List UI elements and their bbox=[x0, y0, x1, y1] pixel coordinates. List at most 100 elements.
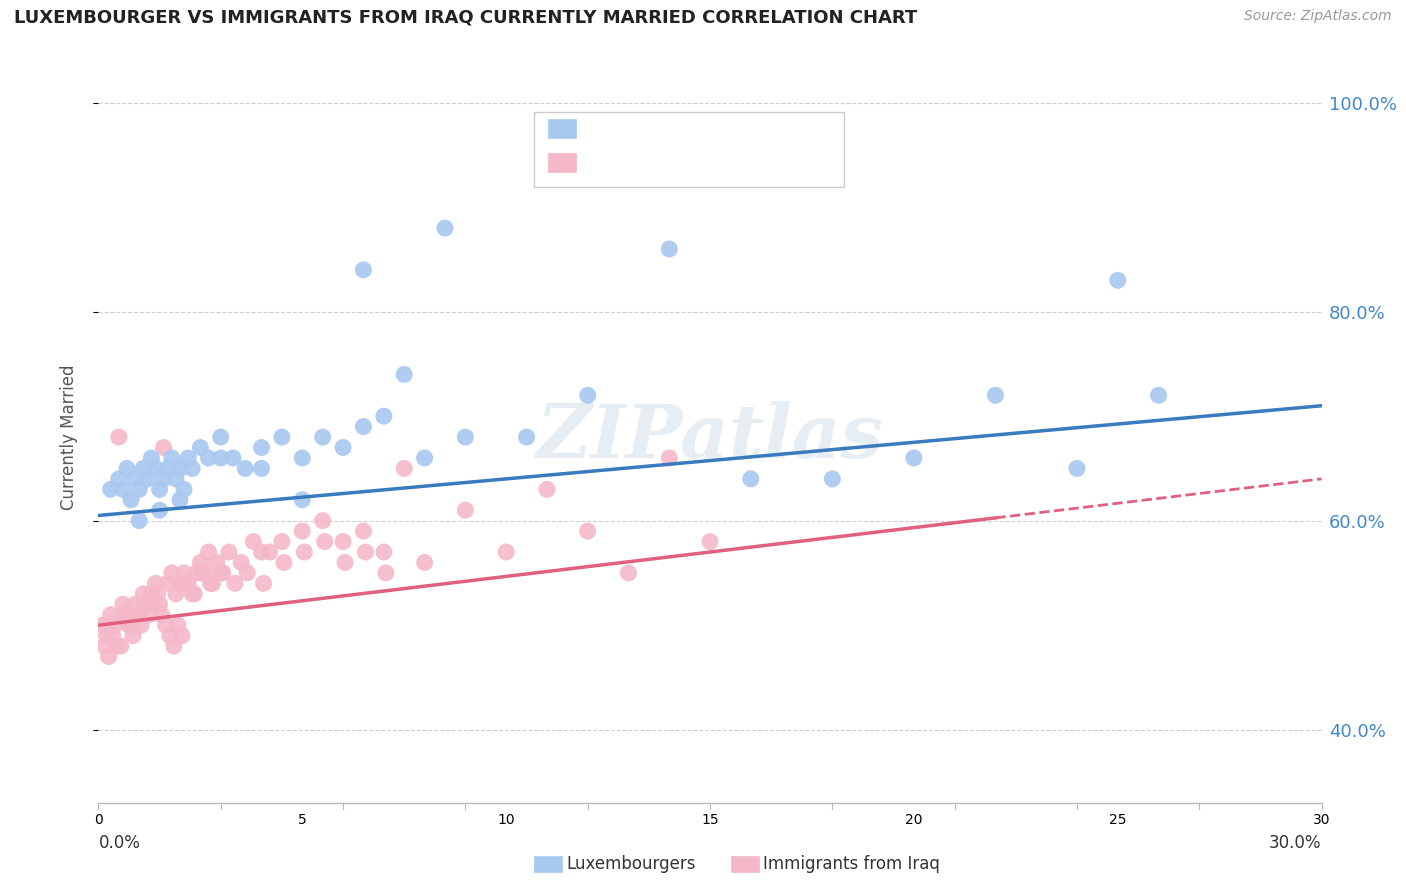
Point bbox=[167, 618, 190, 632]
Point bbox=[433, 221, 456, 235]
Point bbox=[222, 450, 245, 465]
Point bbox=[152, 441, 174, 455]
Point bbox=[392, 368, 416, 382]
Point bbox=[101, 629, 124, 643]
Point bbox=[115, 607, 138, 622]
Point bbox=[174, 576, 197, 591]
Point bbox=[160, 450, 183, 465]
Point bbox=[145, 576, 167, 591]
Point bbox=[270, 534, 294, 549]
Point bbox=[413, 556, 436, 570]
Point bbox=[699, 534, 721, 549]
Point bbox=[173, 566, 195, 580]
Point bbox=[111, 483, 134, 497]
Point bbox=[374, 566, 396, 580]
Point bbox=[132, 461, 155, 475]
Point bbox=[96, 629, 118, 643]
Point bbox=[177, 450, 200, 465]
Point bbox=[134, 597, 156, 611]
Point bbox=[165, 587, 187, 601]
Point bbox=[91, 618, 114, 632]
Point bbox=[250, 545, 273, 559]
Point bbox=[231, 556, 253, 570]
Point bbox=[127, 607, 149, 622]
Point bbox=[821, 472, 844, 486]
Point bbox=[250, 461, 273, 475]
Point bbox=[128, 607, 150, 622]
Point bbox=[270, 430, 294, 444]
Point bbox=[259, 545, 281, 559]
Point bbox=[200, 576, 222, 591]
Point bbox=[159, 629, 181, 643]
Point bbox=[118, 618, 141, 632]
Point bbox=[201, 576, 224, 591]
Point bbox=[169, 492, 191, 507]
Point bbox=[105, 639, 128, 653]
Point bbox=[236, 566, 259, 580]
Point bbox=[373, 409, 395, 424]
Point bbox=[658, 450, 681, 465]
Point bbox=[108, 430, 131, 444]
Point bbox=[333, 556, 356, 570]
Point bbox=[218, 545, 240, 559]
Point bbox=[141, 450, 163, 465]
Point bbox=[454, 430, 477, 444]
Point bbox=[373, 545, 395, 559]
Point bbox=[115, 461, 138, 475]
Point bbox=[169, 576, 191, 591]
Point bbox=[149, 597, 172, 611]
Point bbox=[104, 618, 127, 632]
Point bbox=[163, 639, 186, 653]
Point bbox=[181, 461, 204, 475]
Point bbox=[233, 461, 256, 475]
Point bbox=[312, 430, 335, 444]
Point bbox=[1066, 461, 1088, 475]
Text: LUXEMBOURGER VS IMMIGRANTS FROM IRAQ CURRENTLY MARRIED CORRELATION CHART: LUXEMBOURGER VS IMMIGRANTS FROM IRAQ CUR… bbox=[14, 9, 917, 27]
Point bbox=[114, 607, 136, 622]
Point bbox=[1147, 388, 1170, 402]
Point bbox=[536, 483, 558, 497]
Point bbox=[152, 472, 174, 486]
Point bbox=[170, 629, 193, 643]
Point bbox=[156, 576, 179, 591]
Point bbox=[291, 450, 314, 465]
Text: R = 0.263   N = 53: R = 0.263 N = 53 bbox=[588, 119, 773, 138]
Point bbox=[495, 545, 517, 559]
Point bbox=[100, 607, 122, 622]
Text: 30.0%: 30.0% bbox=[1270, 834, 1322, 852]
Point bbox=[252, 576, 274, 591]
Point bbox=[146, 587, 169, 601]
Point bbox=[392, 461, 416, 475]
Text: ZIPatlas: ZIPatlas bbox=[537, 401, 883, 474]
Point bbox=[188, 441, 212, 455]
Point bbox=[132, 587, 155, 601]
Point bbox=[224, 576, 246, 591]
Point bbox=[177, 576, 200, 591]
Point bbox=[183, 587, 205, 601]
Point bbox=[984, 388, 1007, 402]
Point bbox=[169, 461, 191, 475]
Point bbox=[193, 566, 215, 580]
Point bbox=[658, 242, 681, 256]
Point bbox=[149, 503, 172, 517]
Point bbox=[108, 472, 131, 486]
Text: Luxembourgers: Luxembourgers bbox=[567, 855, 696, 873]
Point bbox=[576, 524, 599, 538]
Point bbox=[141, 587, 163, 601]
Point bbox=[181, 587, 204, 601]
Point bbox=[188, 556, 212, 570]
Point bbox=[145, 461, 167, 475]
Point bbox=[903, 450, 925, 465]
Point bbox=[291, 524, 314, 538]
Point bbox=[354, 545, 377, 559]
Point bbox=[156, 461, 179, 475]
Point bbox=[516, 430, 538, 444]
Point bbox=[197, 450, 219, 465]
Point bbox=[1107, 273, 1129, 287]
Point bbox=[291, 492, 314, 507]
Point bbox=[97, 649, 120, 664]
Point bbox=[173, 483, 195, 497]
Point bbox=[332, 441, 354, 455]
Point bbox=[186, 566, 208, 580]
Text: R = 0.284   N = 84: R = 0.284 N = 84 bbox=[588, 153, 773, 172]
